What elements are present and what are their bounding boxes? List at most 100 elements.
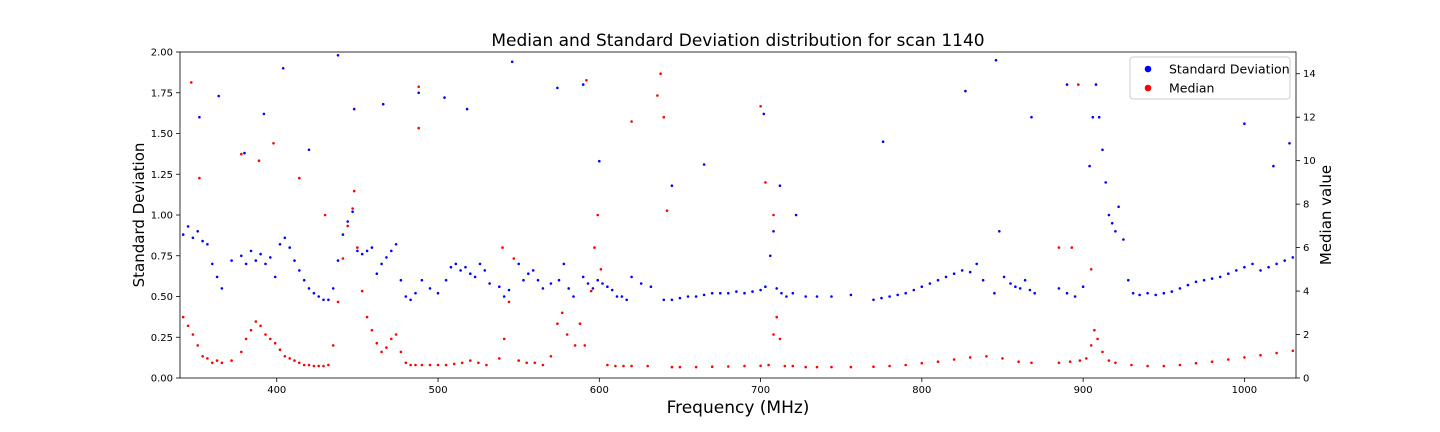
- data-point: [659, 72, 662, 75]
- data-point: [327, 298, 330, 302]
- data-point: [502, 295, 506, 298]
- y-axis-left: 0.00 0.25 0.50 0.75 1.00 1.25 1.50 1.75 2.00: [151, 48, 180, 385]
- plot-points: [181, 54, 1295, 369]
- data-point: [1065, 83, 1069, 86]
- data-point: [346, 220, 350, 223]
- data-point: [201, 239, 204, 243]
- data-point: [968, 356, 972, 359]
- data-point: [249, 328, 253, 332]
- data-point: [230, 259, 233, 262]
- data-point: [264, 262, 267, 266]
- y-right-tick-label: 10: [1303, 156, 1316, 167]
- data-point: [572, 295, 575, 298]
- data-point: [904, 291, 907, 295]
- data-point: [196, 230, 199, 233]
- data-point: [541, 287, 545, 290]
- data-point: [549, 282, 553, 285]
- data-point: [394, 333, 398, 336]
- data-point: [598, 159, 601, 163]
- data-point: [702, 293, 706, 297]
- data-point: [302, 363, 306, 367]
- data-point: [298, 361, 301, 365]
- data-point: [211, 262, 214, 266]
- data-point: [772, 333, 775, 336]
- legend-marker-median: [1144, 84, 1152, 92]
- data-point: [464, 265, 467, 269]
- data-point: [240, 254, 243, 258]
- data-point: [1259, 353, 1262, 357]
- data-point: [759, 105, 762, 108]
- data-point: [727, 291, 730, 295]
- data-point: [293, 359, 296, 362]
- data-point: [694, 295, 698, 298]
- data-point: [1057, 361, 1061, 365]
- data-point: [719, 291, 722, 295]
- data-point: [191, 333, 195, 336]
- data-point: [428, 287, 432, 290]
- data-point: [815, 295, 819, 298]
- data-point: [454, 262, 458, 266]
- data-point: [307, 287, 311, 290]
- data-point: [1114, 361, 1117, 365]
- data-point: [502, 337, 506, 341]
- data-point: [478, 262, 482, 266]
- data-point: [380, 262, 383, 266]
- data-point: [1089, 344, 1093, 347]
- data-point: [1146, 364, 1149, 368]
- data-point: [483, 269, 487, 272]
- data-point: [356, 249, 359, 253]
- data-point: [591, 287, 595, 290]
- data-point: [215, 275, 219, 279]
- y-left-tick-label: 0.25: [151, 333, 173, 344]
- data-point: [670, 184, 674, 187]
- data-point: [920, 285, 924, 289]
- data-point: [1291, 349, 1295, 353]
- data-point: [360, 252, 364, 256]
- data-point: [625, 298, 628, 302]
- data-point: [417, 126, 421, 130]
- data-point: [259, 252, 262, 256]
- data-point: [1030, 361, 1033, 365]
- data-point: [191, 236, 195, 240]
- data-point: [565, 333, 569, 336]
- data-point: [610, 288, 614, 292]
- data-point: [220, 361, 224, 365]
- data-point: [872, 298, 875, 302]
- data-point: [804, 295, 807, 298]
- data-point: [352, 189, 356, 193]
- y-axis-right: 0 2 4 6 8 10 12 14: [1296, 69, 1316, 385]
- data-point: [517, 359, 520, 362]
- data-point: [498, 285, 501, 289]
- data-point: [244, 262, 248, 266]
- data-point: [404, 361, 408, 365]
- data-point: [606, 363, 609, 367]
- data-point: [254, 259, 258, 262]
- data-point: [1218, 275, 1222, 279]
- data-point: [365, 315, 369, 319]
- data-point: [444, 278, 448, 282]
- data-point: [670, 298, 674, 302]
- data-point: [762, 112, 766, 116]
- x-tick-label: 800: [912, 385, 931, 396]
- data-point: [273, 275, 277, 279]
- data-point: [473, 275, 477, 279]
- data-point: [1114, 230, 1117, 233]
- x-tick-label: 600: [590, 385, 609, 396]
- data-point: [1101, 350, 1104, 354]
- data-point: [1259, 269, 1262, 272]
- data-point: [414, 363, 417, 367]
- data-point: [1093, 328, 1096, 332]
- data-point: [541, 363, 545, 367]
- data-point: [785, 295, 788, 298]
- data-point: [1291, 256, 1295, 259]
- data-point: [1251, 262, 1254, 266]
- data-point: [507, 288, 511, 292]
- data-point: [1202, 278, 1206, 282]
- data-point: [1057, 246, 1061, 249]
- data-point: [1194, 361, 1198, 365]
- data-point: [593, 246, 596, 249]
- data-point: [278, 348, 282, 352]
- data-point: [356, 246, 359, 249]
- data-point: [298, 176, 301, 180]
- data-point: [639, 282, 643, 285]
